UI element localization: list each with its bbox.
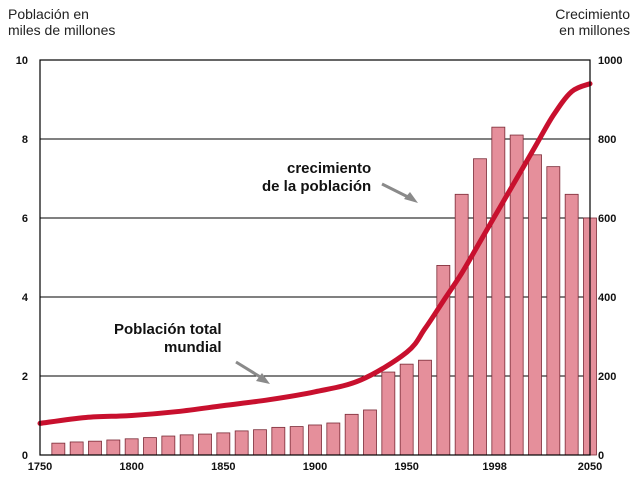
annotation-growth: crecimiento de la población: [262, 160, 372, 195]
x-tick-label: 2050: [578, 461, 602, 473]
growth-bar: [546, 166, 561, 456]
right-tick-label: 1000: [598, 55, 622, 67]
total-arrow: [235, 360, 263, 380]
growth-bar: [399, 363, 414, 456]
growth-bar: [363, 409, 377, 456]
growth-bar: [308, 424, 322, 456]
growth-bar: [326, 422, 341, 456]
left-tick-label: 2: [22, 371, 28, 383]
growth-arrowhead: [404, 192, 418, 203]
growth-bar: [198, 433, 212, 456]
growth-bar: [454, 193, 469, 456]
growth-bar: [88, 440, 102, 456]
axes: 0 2 4 6 8 10 0 200 400 600 800 1000 1750 1800 1850 1900…: [16, 55, 623, 473]
growth-bars: [51, 126, 597, 456]
left-tick-label: 10: [16, 55, 28, 67]
growth-bar: [418, 359, 432, 456]
growth-bar: [143, 437, 157, 456]
annotation-arrows: [235, 182, 418, 384]
growth-bar: [491, 126, 506, 456]
x-tick-label: 1998: [482, 461, 506, 473]
left-tick-label: 8: [22, 134, 28, 146]
left-axis-title: Población en miles de millones: [8, 6, 116, 38]
left-tick-label: 0: [22, 450, 28, 462]
x-tick-label: 1800: [119, 461, 143, 473]
growth-bar: [289, 426, 304, 456]
right-tick-label: 0: [598, 450, 604, 462]
growth-bar: [234, 430, 249, 456]
right-tick-label: 200: [598, 371, 616, 383]
right-tick-label: 400: [598, 292, 616, 304]
x-tick-label: 1950: [394, 461, 418, 473]
population-line-group: [37, 81, 593, 426]
plot-frame: [39, 59, 591, 456]
growth-bar: [69, 441, 84, 456]
right-tick-label: 800: [598, 134, 616, 146]
growth-bar: [161, 435, 176, 456]
left-tick-label: 6: [22, 213, 28, 225]
growth-bar: [216, 432, 231, 456]
total-arrowhead: [256, 373, 270, 384]
growth-bar: [564, 193, 579, 456]
growth-bar: [528, 154, 542, 456]
growth-bar: [106, 439, 121, 456]
growth-bar: [344, 413, 359, 456]
growth-arrow: [381, 182, 411, 200]
growth-bar: [51, 442, 66, 456]
growth-bar: [124, 438, 139, 456]
x-tick-label: 1850: [211, 461, 235, 473]
growth-bar: [381, 371, 396, 456]
x-tick-label: 1750: [28, 461, 52, 473]
right-axis-title: Crecimiento en millones: [555, 6, 630, 38]
annotation-total-population: Población total mundial: [114, 321, 222, 356]
right-tick-label: 600: [598, 213, 616, 225]
left-tick-label: 4: [22, 292, 29, 304]
growth-bar: [253, 429, 267, 456]
growth-bar: [271, 426, 286, 456]
growth-bar: [179, 434, 194, 456]
population-line: [37, 81, 593, 426]
x-tick-label: 1900: [303, 461, 327, 473]
growth-bar: [473, 158, 487, 456]
